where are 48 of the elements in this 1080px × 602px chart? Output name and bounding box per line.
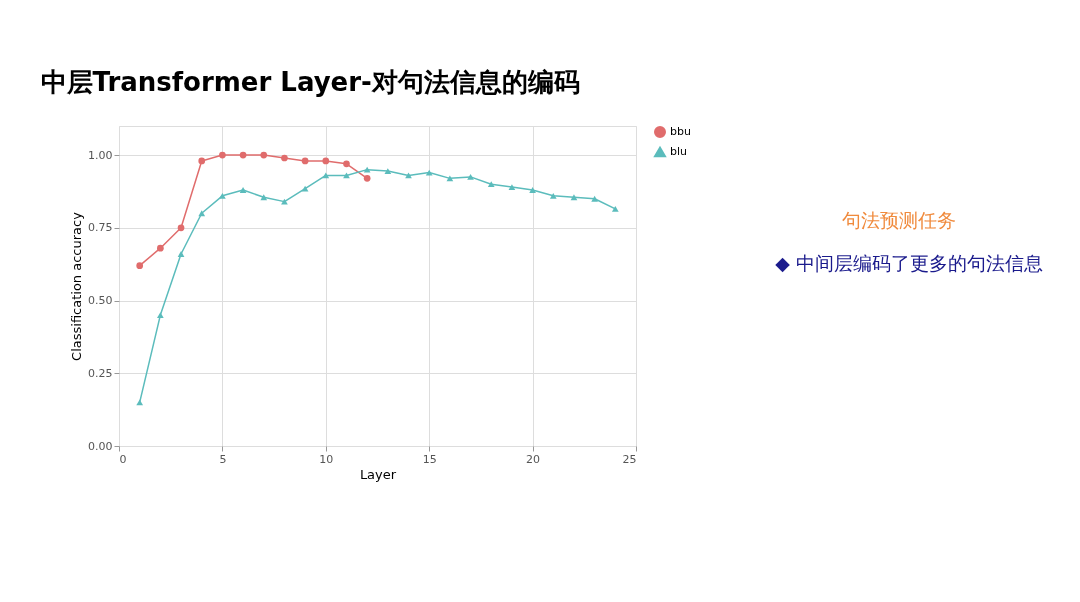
x-tick-label: 15 (422, 452, 437, 466)
point (611, 206, 619, 212)
point (260, 194, 268, 201)
point (529, 187, 536, 193)
point (487, 181, 495, 188)
point (384, 168, 392, 174)
x-tick-label: 0 (119, 452, 127, 466)
point (239, 151, 247, 159)
point (260, 151, 268, 159)
x-tick-label: 20 (526, 452, 541, 466)
y-tick-label: 0.00 (88, 439, 113, 453)
point (343, 160, 350, 168)
y-tick-label: 0.25 (88, 366, 113, 380)
point (157, 244, 164, 252)
point (467, 174, 474, 180)
chart-title: 中层Transformer Layer-对句法信息的编码 (40, 67, 580, 97)
point (136, 399, 144, 406)
point (363, 166, 371, 173)
point (177, 251, 185, 257)
x-axis-title: Layer (359, 466, 397, 482)
text: ◆ 中间层编码了更多的句法信息 (775, 252, 1043, 274)
point (301, 157, 309, 165)
x-tick-label: 25 (622, 452, 637, 466)
point (157, 312, 164, 318)
point (198, 210, 206, 217)
point (363, 175, 371, 182)
text: 句法预测任务 (842, 209, 956, 231)
point (570, 194, 578, 201)
point (508, 184, 516, 190)
legend-label: blu (670, 145, 688, 158)
y-axis-title: Classification accuracy (69, 211, 85, 361)
point (219, 192, 226, 199)
point (219, 151, 226, 159)
legend-label: bbu (670, 125, 691, 138)
y-tick-label: 1.00 (88, 148, 113, 162)
point (239, 187, 247, 193)
point (177, 224, 185, 232)
point (281, 154, 288, 162)
y-tick-label: 0.75 (88, 221, 113, 235)
point (549, 192, 557, 199)
point (198, 157, 206, 165)
point (322, 157, 330, 165)
point (591, 195, 598, 202)
x-tick-label: 5 (219, 452, 227, 466)
point (281, 198, 288, 205)
y-tick-label: 0.50 (88, 294, 113, 308)
point (136, 262, 144, 269)
x-tick-label: 10 (319, 452, 334, 466)
